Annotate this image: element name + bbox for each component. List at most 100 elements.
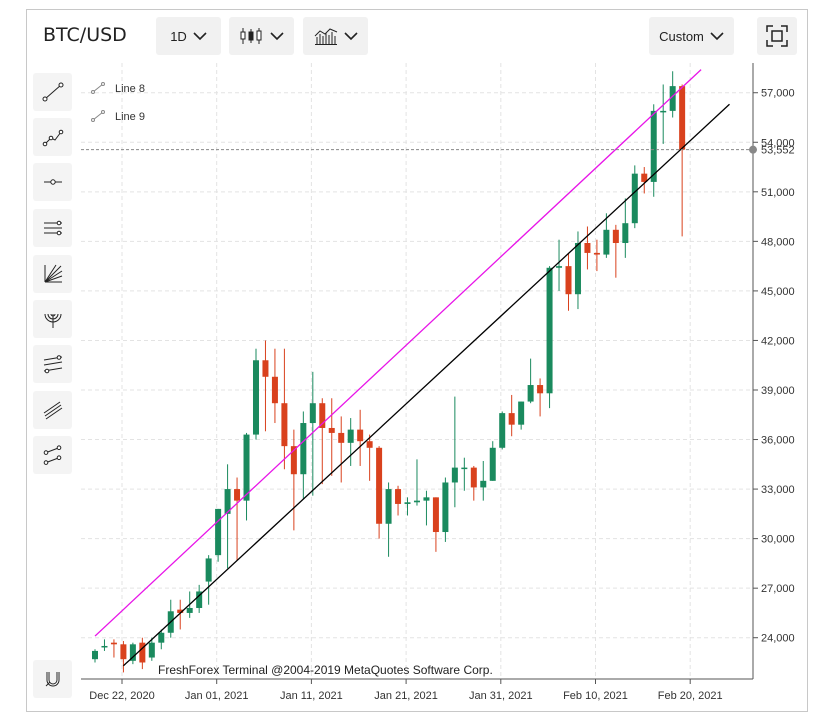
candle-body xyxy=(177,609,184,613)
candle-body xyxy=(196,591,203,608)
candles-icon xyxy=(240,28,261,44)
candle xyxy=(319,398,326,485)
range-select[interactable]: Custom xyxy=(649,17,734,55)
candle xyxy=(196,584,203,613)
candle-body xyxy=(186,607,193,613)
timeframe-select[interactable]: 1D xyxy=(156,17,221,55)
chevron-down-icon xyxy=(710,32,724,41)
y-tick-label: 36,000 xyxy=(761,435,795,447)
x-tick-label: Jan 01, 2021 xyxy=(185,690,249,702)
candle xyxy=(243,432,250,521)
candle-body xyxy=(442,482,449,533)
candle xyxy=(101,639,108,651)
candle-body xyxy=(631,173,638,224)
x-tick-label: Feb 20, 2021 xyxy=(658,690,723,702)
x-axis: Dec 22, 2020 Jan 01, 2021 Jan 11, 2021 Jan … xyxy=(89,679,723,702)
candle-body xyxy=(537,385,544,394)
candle xyxy=(357,409,364,466)
y-tick-label: 24,000 xyxy=(761,633,795,645)
regression-channel-icon xyxy=(43,401,62,420)
candle xyxy=(139,637,146,670)
legend-item-line9[interactable]: Line 9 xyxy=(91,110,145,124)
candle-body xyxy=(385,489,392,524)
candle xyxy=(262,340,269,432)
candle-body xyxy=(641,173,648,182)
candle xyxy=(92,649,98,663)
candle-body xyxy=(347,429,354,443)
y-tick-label: 51,000 xyxy=(761,187,795,199)
chart-area[interactable]: Line 8 Line 9 24,000 27,000 30,000 33,000 36… xyxy=(81,63,807,712)
candle xyxy=(281,348,288,470)
tool-horizontal-line[interactable] xyxy=(33,163,72,201)
y-tick-label: 54,000 xyxy=(761,137,795,149)
candle xyxy=(612,224,619,278)
candle-body xyxy=(366,441,373,448)
candle xyxy=(338,416,345,483)
trendlines xyxy=(81,69,753,667)
candles xyxy=(92,71,686,673)
candle-body xyxy=(252,360,259,435)
candle xyxy=(669,71,676,118)
arcs-icon xyxy=(44,313,61,328)
y-tick-label: 57,000 xyxy=(761,88,795,100)
candle xyxy=(205,555,212,605)
tool-line[interactable] xyxy=(33,73,72,111)
candle-body xyxy=(480,480,487,488)
x-tick-label: Jan 11, 2021 xyxy=(280,690,343,702)
candle xyxy=(423,490,430,526)
legend-item-line8[interactable]: Line 8 xyxy=(91,82,145,96)
tool-polyline[interactable] xyxy=(33,118,72,156)
watermark: FreshForex Terminal @2004-2019 MetaQuote… xyxy=(158,663,493,677)
x-tick-label: Dec 22, 2020 xyxy=(89,690,154,702)
tool-parallel-channel[interactable] xyxy=(33,209,72,247)
candle xyxy=(234,477,241,561)
candle xyxy=(290,429,297,531)
polyline-icon xyxy=(42,129,63,147)
candle xyxy=(432,497,439,552)
candle xyxy=(347,418,354,466)
tool-regression-channel[interactable] xyxy=(33,391,72,429)
candle-body xyxy=(574,243,581,295)
indicators-icon xyxy=(314,28,337,45)
candle xyxy=(546,266,553,409)
candlestick-chart[interactable]: Line 8 Line 9 24,000 27,000 30,000 33,000 36… xyxy=(81,63,807,712)
candle xyxy=(480,461,487,501)
candle-body xyxy=(584,243,591,253)
tool-arcs[interactable] xyxy=(33,300,72,338)
tool-path[interactable] xyxy=(33,436,72,474)
candle-body xyxy=(565,266,572,295)
candle-body xyxy=(243,434,250,501)
candle xyxy=(451,396,458,508)
candle xyxy=(537,378,544,417)
chart-type-select[interactable] xyxy=(229,17,294,55)
candle-body xyxy=(518,401,525,425)
candle-body xyxy=(224,489,231,514)
tool-pitchfork[interactable] xyxy=(33,345,72,383)
candle xyxy=(584,226,591,270)
candle xyxy=(395,485,402,516)
candle-body xyxy=(205,558,212,582)
candle xyxy=(224,464,231,569)
fullscreen-button[interactable] xyxy=(757,17,797,55)
candle-body xyxy=(423,497,430,501)
fullscreen-icon xyxy=(766,25,788,47)
candle xyxy=(650,104,657,197)
candle-body xyxy=(413,500,420,503)
indicators-select[interactable] xyxy=(303,17,368,55)
candle-body xyxy=(395,489,402,504)
candle xyxy=(413,459,420,506)
tool-fan[interactable] xyxy=(33,255,72,293)
candle-body xyxy=(679,86,686,150)
candle-body xyxy=(234,489,241,501)
horizontal-line-icon xyxy=(43,179,62,185)
x-tick-label: Jan 31, 2021 xyxy=(469,690,533,702)
tool-magnet[interactable] xyxy=(33,660,72,698)
candle-body xyxy=(262,360,269,377)
candle xyxy=(167,599,174,638)
candle xyxy=(252,348,259,440)
candle xyxy=(593,239,600,272)
candle-body xyxy=(612,229,619,244)
candle-body xyxy=(489,447,496,481)
candle xyxy=(271,348,278,424)
current-price-label: 53,552 xyxy=(761,145,795,157)
